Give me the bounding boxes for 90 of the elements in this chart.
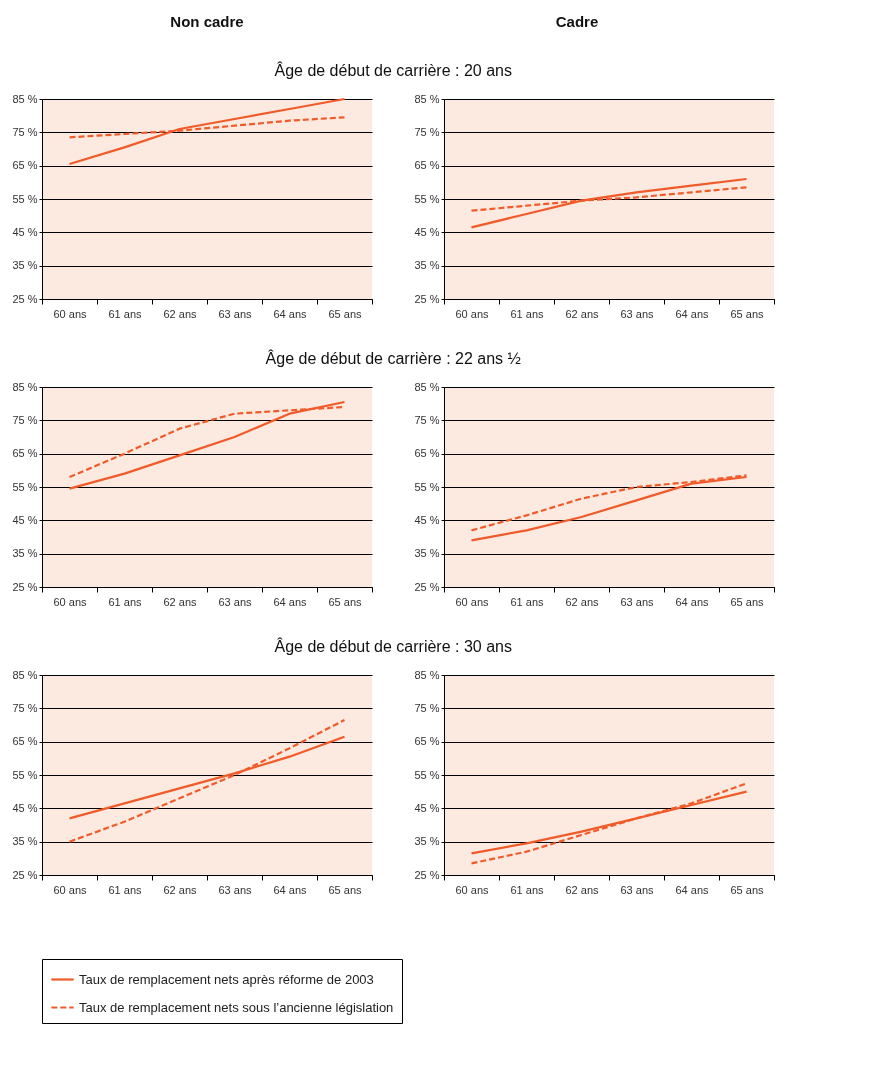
x-tick-label: 61 ans bbox=[108, 883, 143, 896]
x-tick-label: 62 ans bbox=[163, 307, 198, 320]
y-tick-label: 65 % bbox=[12, 447, 38, 460]
chart-title: Âge de début de carrière : 30 ans bbox=[274, 637, 512, 655]
y-tick-label: 45 % bbox=[414, 225, 440, 238]
y-tick-label: 35 % bbox=[414, 835, 440, 848]
y-tick-label: 65 % bbox=[414, 735, 440, 748]
x-tick-label: 65 ans bbox=[328, 307, 363, 320]
y-tick-label: 75 % bbox=[414, 125, 440, 138]
x-tick-label: 60 ans bbox=[455, 595, 490, 608]
chart-subtitle: Non cadre bbox=[170, 13, 244, 30]
x-tick-label: 64 ans bbox=[273, 883, 308, 896]
y-tick-label: 75 % bbox=[414, 701, 440, 714]
y-tick-label: 85 % bbox=[12, 92, 38, 105]
legend-label: Taux de remplacement nets sous l’ancienne législation bbox=[79, 999, 394, 1015]
y-tick-label: 55 % bbox=[12, 192, 38, 205]
x-tick-label: 63 ans bbox=[218, 307, 253, 320]
y-tick-label: 25 % bbox=[414, 580, 440, 593]
y-tick-label: 65 % bbox=[414, 447, 440, 460]
x-tick-label: 63 ans bbox=[218, 595, 253, 608]
y-tick-label: 35 % bbox=[12, 835, 38, 848]
y-tick-label: 25 % bbox=[414, 292, 440, 305]
x-tick-label: 60 ans bbox=[455, 883, 490, 896]
chart-title: Âge de début de carrière : 22 ans ½ bbox=[265, 349, 521, 367]
y-tick-label: 55 % bbox=[12, 768, 38, 781]
line-series bbox=[68, 718, 346, 843]
x-tick-label: 64 ans bbox=[273, 595, 308, 608]
x-tick-label: 63 ans bbox=[218, 883, 253, 896]
x-tick-label: 62 ans bbox=[163, 595, 198, 608]
x-tick-label: 62 ans bbox=[565, 595, 600, 608]
x-tick-label: 64 ans bbox=[273, 307, 308, 320]
x-tick-label: 61 ans bbox=[510, 595, 545, 608]
x-tick-label: 62 ans bbox=[565, 307, 600, 320]
y-tick-label: 45 % bbox=[12, 513, 38, 526]
y-tick-label: 25 % bbox=[12, 868, 38, 881]
x-tick-label: 63 ans bbox=[620, 307, 655, 320]
y-tick-label: 35 % bbox=[12, 547, 38, 560]
y-tick-label: 55 % bbox=[414, 480, 440, 493]
y-tick-label: 75 % bbox=[414, 413, 440, 426]
x-tick-label: 63 ans bbox=[620, 595, 655, 608]
y-tick-label: 55 % bbox=[414, 768, 440, 781]
x-tick-label: 60 ans bbox=[455, 307, 490, 320]
x-tick-label: 65 ans bbox=[730, 883, 765, 896]
y-tick-label: 85 % bbox=[12, 380, 38, 393]
y-tick-label: 45 % bbox=[12, 801, 38, 814]
x-tick-label: 64 ans bbox=[675, 307, 710, 320]
y-tick-label: 85 % bbox=[414, 380, 440, 393]
line-series bbox=[470, 177, 748, 229]
x-tick-label: 64 ans bbox=[675, 595, 710, 608]
y-tick-label: 45 % bbox=[12, 225, 38, 238]
y-tick-label: 85 % bbox=[12, 668, 38, 681]
y-tick-label: 75 % bbox=[12, 413, 38, 426]
y-tick-label: 75 % bbox=[12, 701, 38, 714]
y-tick-label: 65 % bbox=[12, 735, 38, 748]
y-tick-label: 45 % bbox=[414, 513, 440, 526]
x-tick-label: 61 ans bbox=[108, 307, 143, 320]
line-series bbox=[470, 782, 748, 865]
line-series bbox=[68, 400, 346, 490]
x-tick-label: 61 ans bbox=[510, 307, 545, 320]
y-tick-label: 55 % bbox=[414, 192, 440, 205]
x-tick-label: 60 ans bbox=[53, 307, 88, 320]
y-tick-label: 25 % bbox=[12, 580, 38, 593]
y-tick-label: 35 % bbox=[12, 259, 38, 272]
x-tick-label: 61 ans bbox=[108, 595, 143, 608]
x-tick-label: 65 ans bbox=[328, 595, 363, 608]
x-tick-label: 63 ans bbox=[620, 883, 655, 896]
legend-label: Taux de remplacement nets après réforme de 2003 bbox=[79, 971, 374, 987]
y-tick-label: 45 % bbox=[414, 801, 440, 814]
y-tick-label: 35 % bbox=[414, 259, 440, 272]
y-tick-label: 85 % bbox=[414, 668, 440, 681]
x-tick-label: 60 ans bbox=[53, 883, 88, 896]
y-tick-label: 85 % bbox=[414, 92, 440, 105]
y-tick-label: 25 % bbox=[12, 292, 38, 305]
y-tick-label: 55 % bbox=[12, 480, 38, 493]
x-tick-label: 60 ans bbox=[53, 595, 88, 608]
y-tick-label: 35 % bbox=[414, 547, 440, 560]
y-tick-label: 75 % bbox=[12, 125, 38, 138]
y-tick-label: 25 % bbox=[414, 868, 440, 881]
x-tick-label: 64 ans bbox=[675, 883, 710, 896]
y-tick-label: 65 % bbox=[414, 159, 440, 172]
chart-subtitle: Cadre bbox=[555, 13, 599, 30]
line-series bbox=[68, 97, 346, 166]
x-tick-label: 61 ans bbox=[510, 883, 545, 896]
x-tick-label: 65 ans bbox=[328, 883, 363, 896]
x-tick-label: 65 ans bbox=[730, 307, 765, 320]
y-tick-label: 65 % bbox=[12, 159, 38, 172]
x-tick-label: 65 ans bbox=[730, 595, 765, 608]
chart-title: Âge de début de carrière : 20 ans bbox=[274, 61, 512, 79]
x-tick-label: 62 ans bbox=[163, 883, 198, 896]
x-tick-label: 62 ans bbox=[565, 883, 600, 896]
